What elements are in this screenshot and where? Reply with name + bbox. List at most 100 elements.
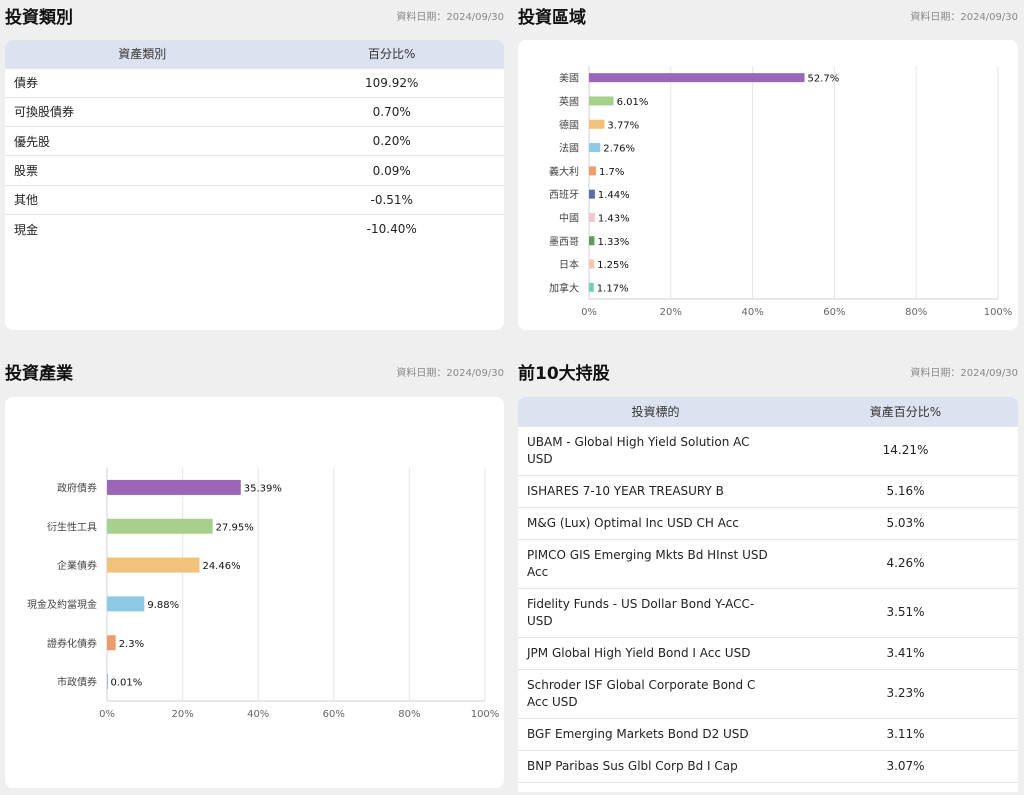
table-row: Fidelity Funds - US Dollar Bond Y-ACC-US…	[518, 587, 1018, 637]
category-label: 日本	[559, 258, 579, 271]
column-header: 百分比%	[368, 47, 416, 62]
holding-name: JPM Global High Yield Bond I Acc USD	[518, 636, 793, 669]
data-label: 3.77%	[607, 120, 639, 131]
holding-value: 3.01%	[793, 781, 1018, 792]
holding-value: 5.16%	[793, 474, 1018, 507]
bar	[107, 674, 108, 690]
holding-value: 14.21%	[793, 425, 1018, 475]
asset-value: -0.51%	[279, 184, 504, 215]
asset-type-card: 資產類別 百分比% 債券 109.92% 可換股債券 0.70% 優先股 0.20% …	[5, 40, 504, 330]
bar	[589, 189, 595, 199]
region-header: 投資區域 資料日期：2024/09/30	[518, 0, 1018, 30]
industry-title: 投資產業	[5, 363, 73, 384]
table-row: 債券 109.92%	[5, 67, 504, 98]
column-header: 投資標的	[631, 404, 680, 419]
table-row: UBAM - Global High Yield Solution AC USD…	[518, 425, 1018, 475]
holding-value: 3.41%	[793, 636, 1018, 669]
holding-value: 3.11%	[793, 717, 1018, 750]
table-row: JPM Global High Yield Bond I Acc USD 3.41…	[518, 636, 1018, 669]
holdings-card: 投資標的 資產百分比% UBAM - Global High Yield Sol…	[518, 397, 1018, 792]
holding-name: Fidelity Funds - US Dollar Bond Y-ACC-US…	[518, 587, 793, 637]
x-tick-label: 40%	[741, 307, 763, 318]
asset-name: 股票	[5, 155, 280, 186]
x-tick-label: 80%	[905, 307, 927, 318]
region-bar-chart: 0% 20% 40% 60% 80% 100% 美國 52.7% 英國 6.01% 德國 3.77% 法…	[549, 66, 1013, 318]
column-header: 資產百分比%	[869, 404, 942, 419]
column-header: 資產類別	[118, 47, 167, 62]
x-tick-label: 100%	[984, 307, 1013, 318]
bar	[107, 635, 116, 651]
asset-value: -10.40%	[279, 213, 504, 244]
category-label: 衍生性工具	[47, 520, 97, 533]
x-tick-label: 60%	[823, 307, 845, 318]
x-tick-label: 0%	[99, 709, 115, 720]
data-label: 0.01%	[111, 678, 143, 689]
bar	[589, 236, 595, 246]
category-label: 中國	[559, 211, 579, 224]
data-label: 9.88%	[147, 600, 179, 611]
category-label: 義大利	[549, 165, 579, 178]
category-label: 加拿大	[549, 281, 579, 294]
holding-name: BNP Paribas Sus Glbl Corp Bd I Cap	[518, 749, 793, 782]
table-row: 股票 0.09%	[5, 155, 504, 186]
region-title: 投資區域	[518, 7, 586, 28]
holdings-title: 前10大持股	[518, 363, 610, 384]
table-header-row: 資產類別 百分比%	[5, 40, 504, 68]
table-row: 可換股債券 0.70%	[5, 96, 504, 127]
holdings-header: 前10大持股 資料日期：2024/09/30	[518, 356, 1018, 386]
table-row: Schroder ISF Global Corporate Bond C Acc…	[518, 668, 1018, 718]
asset-name: 現金	[5, 213, 280, 244]
holding-name: JPM Emerging Markets Debt I Acc USD	[518, 781, 793, 792]
region-date: 資料日期：2024/09/30	[910, 11, 1018, 23]
data-label: 52.7%	[808, 74, 840, 85]
data-label: 27.95%	[216, 522, 254, 533]
holding-name: M&G (Lux) Optimal Inc USD CH Acc	[518, 506, 793, 539]
data-label: 6.01%	[617, 97, 649, 108]
asset-name: 可換股債券	[5, 96, 280, 127]
holding-name: UBAM - Global High Yield Solution AC USD	[518, 425, 793, 475]
asset-type-date: 資料日期：2024/09/30	[396, 11, 504, 23]
table-row: 現金 -10.40%	[5, 213, 504, 244]
asset-value: 0.70%	[279, 96, 504, 127]
data-label: 1.25%	[597, 260, 629, 271]
table-row: BNP Paribas Sus Glbl Corp Bd I Cap 3.07%	[518, 749, 1018, 782]
bar	[107, 479, 241, 495]
industry-card: 0% 20% 40% 60% 80% 100% 政府債券 35.39% 衍生性工具 27.95% 企…	[5, 397, 504, 788]
x-tick-label: 100%	[471, 709, 500, 720]
table-row: M&G (Lux) Optimal Inc USD CH Acc 5.03%	[518, 506, 1018, 539]
holding-value: 3.23%	[793, 668, 1018, 718]
category-label: 企業債券	[57, 559, 97, 572]
data-label: 1.7%	[599, 167, 624, 178]
bar	[107, 518, 213, 534]
region-card: 0% 20% 40% 60% 80% 100% 美國 52.7% 英國 6.01% 德國 3.77% 法…	[518, 40, 1018, 330]
asset-value: 0.20%	[279, 126, 504, 156]
table-row: BGF Emerging Markets Bond D2 USD 3.11%	[518, 717, 1018, 750]
industry-header: 投資產業 資料日期：2024/09/30	[5, 356, 504, 386]
data-label: 1.43%	[598, 213, 630, 224]
asset-value: 0.09%	[279, 155, 504, 186]
x-tick-label: 20%	[171, 709, 193, 720]
data-label: 1.44%	[598, 190, 630, 201]
holding-value: 4.26%	[793, 538, 1018, 588]
data-label: 35.39%	[244, 483, 282, 494]
data-label: 2.3%	[119, 639, 144, 650]
holding-name: PIMCO GIS Emerging Mkts Bd HInst USD Acc	[518, 538, 793, 588]
bar	[589, 259, 595, 269]
bar	[589, 119, 605, 129]
x-tick-label: 80%	[398, 709, 420, 720]
table-row: PIMCO GIS Emerging Mkts Bd HInst USD Acc…	[518, 538, 1018, 588]
holding-name: Schroder ISF Global Corporate Bond C Acc…	[518, 668, 793, 718]
asset-type-table: 資產類別 百分比% 債券 109.92% 可換股債券 0.70% 優先股 0.20% …	[5, 40, 504, 244]
holdings-date: 資料日期：2024/09/30	[910, 367, 1018, 379]
data-label: 1.33%	[597, 237, 629, 248]
industry-bar-chart: 0% 20% 40% 60% 80% 100% 政府債券 35.39% 衍生性工具 27.95% 企…	[27, 468, 500, 720]
category-label: 市政債券	[57, 676, 97, 689]
category-label: 現金及約當現金	[27, 598, 97, 611]
asset-name: 優先股	[5, 126, 280, 156]
holding-name: ISHARES 7-10 YEAR TREASURY B	[518, 474, 793, 507]
asset-type-title: 投資類別	[5, 7, 73, 28]
x-tick-label: 60%	[323, 709, 345, 720]
category-label: 西班牙	[549, 189, 579, 201]
asset-name: 其他	[5, 184, 280, 215]
